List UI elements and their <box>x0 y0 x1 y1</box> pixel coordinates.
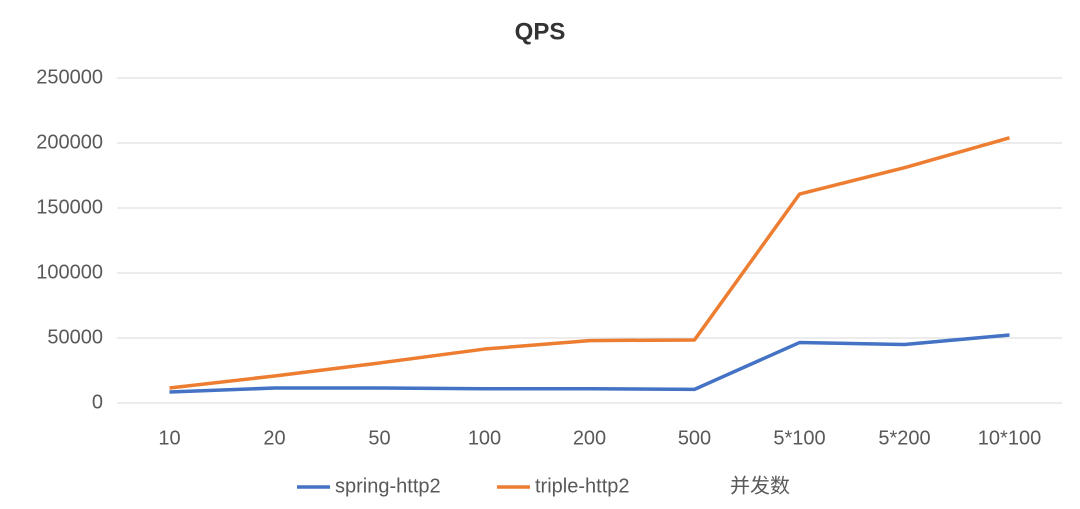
x-tick-label: 5*100 <box>773 427 825 449</box>
y-tick-label: 50000 <box>47 326 103 348</box>
x-tick-label: 500 <box>678 427 711 449</box>
series-line <box>169 136 1010 390</box>
y-tick-label: 250000 <box>36 66 103 88</box>
x-tick-label: 200 <box>573 427 606 449</box>
x-tick-label: 5*200 <box>878 427 930 449</box>
x-axis-label: 并发数 <box>730 474 790 497</box>
y-tick-label: 150000 <box>36 196 103 218</box>
series-line <box>169 333 1010 394</box>
y-tick-label: 200000 <box>36 131 103 153</box>
x-tick-label: 10 <box>158 427 180 449</box>
x-tick-label: 20 <box>263 427 285 449</box>
x-tick-label: 100 <box>468 427 501 449</box>
legend-label: triple-http2 <box>535 475 630 497</box>
y-tick-label: 0 <box>92 391 103 413</box>
x-tick-label: 50 <box>368 427 390 449</box>
x-tick-label: 10*100 <box>978 427 1041 449</box>
legend-label: spring-http2 <box>335 475 441 497</box>
chart-title: QPS <box>515 18 566 45</box>
y-tick-label: 100000 <box>36 261 103 283</box>
